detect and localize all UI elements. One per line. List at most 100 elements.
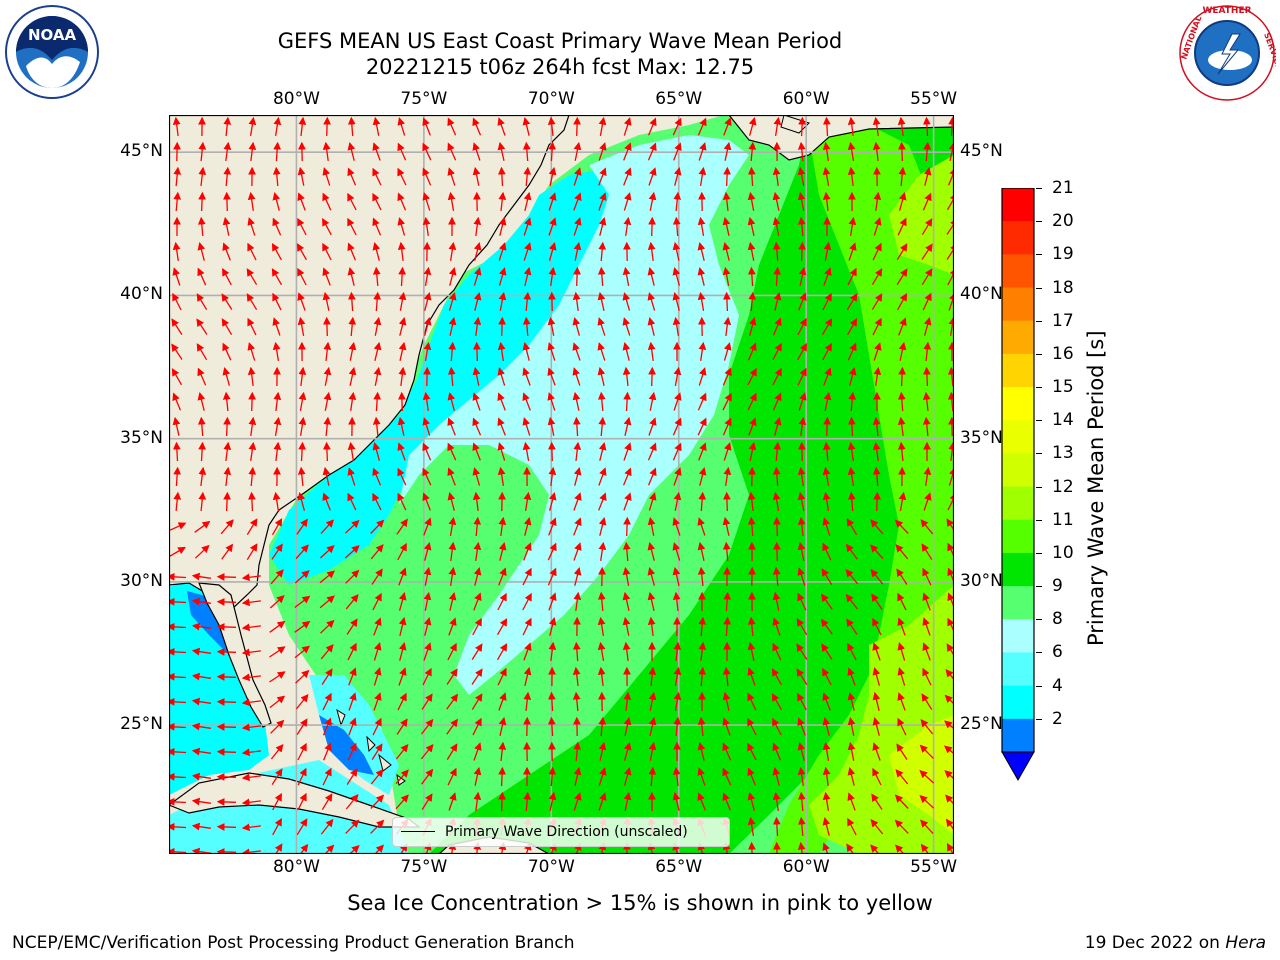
- wave-arrow: [697, 267, 706, 286]
- wave-arrow: [397, 241, 406, 261]
- wave-arrow: [548, 766, 557, 787]
- wave-arrow: [572, 342, 581, 361]
- wave-arrow: [648, 366, 656, 387]
- wave-arrow: [169, 672, 187, 681]
- wave-arrow: [898, 366, 907, 387]
- wave-arrow: [847, 166, 856, 186]
- wave-arrow: [848, 367, 857, 386]
- wave-arrow: [319, 545, 335, 559]
- wave-arrow: [447, 492, 456, 511]
- colorbar-tick-mark: [1036, 619, 1042, 621]
- wave-arrow: [296, 818, 308, 836]
- wave-arrow: [498, 242, 507, 261]
- wave-arrow: [198, 466, 207, 486]
- wave-arrow: [294, 595, 311, 609]
- wave-arrow: [422, 442, 432, 461]
- wave-arrow: [622, 566, 631, 587]
- colorbar-tick-mark: [1036, 519, 1042, 521]
- wave-arrow: [747, 717, 757, 736]
- wave-arrow: [246, 293, 258, 311]
- wave-arrow: [623, 192, 632, 211]
- wave-arrow: [548, 266, 557, 286]
- wave-arrow: [946, 218, 954, 235]
- wave-arrow: [923, 167, 932, 186]
- wave-arrow: [772, 642, 782, 661]
- wave-arrow: [821, 643, 833, 660]
- wave-arrow: [722, 392, 732, 411]
- wave-arrow: [223, 416, 232, 437]
- wave-arrow: [274, 843, 283, 854]
- wave-arrow: [497, 442, 506, 461]
- wave-arrow: [872, 717, 881, 736]
- wave-arrow: [748, 317, 757, 336]
- wave-arrow: [321, 668, 333, 685]
- wave-arrow: [373, 341, 382, 361]
- wave-arrow: [196, 293, 208, 311]
- wave-arrow: [894, 794, 909, 809]
- wave-arrow: [421, 793, 433, 810]
- wave-arrow: [771, 668, 782, 686]
- noaa-logo: NOAA: [5, 5, 99, 99]
- wave-arrow: [572, 691, 581, 712]
- wave-arrow: [722, 541, 731, 562]
- wave-arrow: [623, 716, 632, 736]
- wave-arrow: [822, 342, 832, 361]
- wave-arrow: [647, 591, 656, 611]
- wave-arrow: [347, 142, 356, 161]
- wave-arrow: [241, 648, 261, 657]
- wave-arrow: [573, 766, 582, 786]
- wave-arrow: [421, 693, 433, 710]
- wave-arrow: [723, 442, 732, 461]
- wave-arrow: [223, 141, 232, 161]
- wave-arrow: [673, 392, 682, 411]
- wave-arrow: [198, 166, 207, 186]
- wave-arrow: [672, 766, 681, 786]
- wave-arrow: [722, 216, 731, 236]
- wave-arrow: [923, 466, 932, 486]
- wave-arrow: [371, 568, 383, 585]
- wave-arrow: [943, 745, 954, 755]
- wave-arrow: [797, 367, 807, 386]
- wave-arrow: [397, 692, 407, 711]
- wave-arrow: [598, 517, 607, 536]
- wave-arrow: [723, 342, 732, 361]
- wave-arrow: [297, 217, 307, 236]
- wave-arrow: [673, 641, 682, 661]
- wave-arrow: [648, 716, 657, 736]
- colorbar-tick-label: 20: [1052, 211, 1074, 232]
- colorbar-tick-label: 6: [1052, 642, 1063, 663]
- wave-arrow: [447, 117, 457, 136]
- wave-arrow: [372, 167, 382, 186]
- wave-arrow: [922, 366, 931, 387]
- wave-arrow: [823, 241, 832, 261]
- wave-arrow: [872, 767, 882, 786]
- wave-arrow: [191, 647, 211, 656]
- wave-arrow: [821, 568, 833, 586]
- wave-arrow: [322, 742, 332, 761]
- wave-arrow: [948, 116, 954, 137]
- bahamas: [336, 708, 406, 786]
- wave-arrow: [398, 341, 407, 361]
- wave-arrow: [922, 617, 931, 636]
- wave-arrow: [921, 268, 933, 286]
- wave-arrow: [797, 541, 806, 561]
- wave-arrow: [573, 542, 582, 561]
- wave-arrow: [597, 317, 606, 336]
- wave-arrow: [344, 519, 360, 534]
- wave-arrow: [895, 769, 909, 785]
- wave-arrow: [216, 598, 237, 606]
- wave-arrow: [273, 141, 282, 162]
- wave-arrow: [498, 567, 507, 586]
- wave-arrow: [572, 416, 581, 437]
- wave-arrow: [622, 366, 631, 386]
- wave-arrow: [523, 191, 532, 211]
- wave-arrow: [648, 691, 657, 711]
- wave-arrow: [222, 342, 232, 361]
- wave-arrow: [820, 618, 833, 635]
- credit-text: NCEP/EMC/Verification Post Processing Pr…: [12, 933, 575, 953]
- wave-arrow: [722, 242, 731, 261]
- wave-arrow: [647, 616, 656, 636]
- longitude-label: 60°W: [782, 89, 830, 109]
- footer-host: Hera: [1225, 933, 1266, 953]
- wave-arrow: [397, 492, 407, 511]
